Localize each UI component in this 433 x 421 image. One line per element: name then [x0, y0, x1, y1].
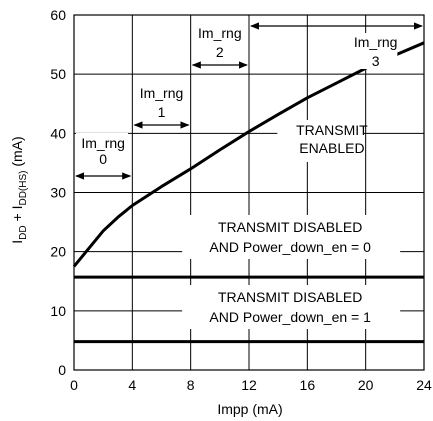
annotations: Im_rng0Im_rng1Im_rng2Im_rng3TRANSMITENAB… [75, 20, 423, 329]
annotation-background [134, 80, 189, 124]
x-tick-label: 20 [358, 377, 374, 393]
y-tick-label: 40 [50, 125, 66, 141]
x-tick-label: 12 [241, 377, 257, 393]
y-axis-label-part: + I [9, 206, 25, 226]
annotation-enabled-line1: TRANSMIT [296, 122, 368, 138]
x-tick-label: 16 [300, 377, 316, 393]
y-tick-label: 50 [50, 66, 66, 82]
x-tick-label: 24 [416, 377, 432, 393]
y-axis-label-sub: DD [18, 225, 29, 239]
annotation-disabled0-line1: TRANSMIT DISABLED [218, 219, 362, 235]
plot-frame [73, 14, 425, 371]
y-tick-label: 0 [58, 362, 66, 378]
y-tick-label: 20 [50, 244, 66, 260]
annotation-background [335, 33, 398, 69]
y-axis-label: IDD + IDD(HS) (mA) [9, 136, 29, 243]
annotation-background [182, 215, 401, 259]
annotation-rng3-label: Im_rng [354, 34, 398, 50]
y-tick-label: 60 [50, 7, 66, 23]
y-axis-label-part: I [9, 240, 25, 244]
annotation-background [182, 285, 401, 329]
annotation-rng1-number: 1 [158, 104, 166, 120]
annotation-background [192, 20, 247, 64]
x-axis-label: Impp (mA) [217, 401, 282, 417]
y-axis-label-sub: DD(HS) [18, 171, 29, 206]
annotation-rng2-number: 2 [216, 44, 224, 60]
annotation-rng1-label: Im_rng [140, 85, 184, 101]
annotation-disabled1-line2: AND Power_down_en = 1 [209, 309, 371, 325]
annotation-rng3-number: 3 [372, 53, 380, 69]
x-tick-label: 0 [70, 377, 78, 393]
annotation-disabled1-line1: TRANSMIT DISABLED [218, 289, 362, 305]
annotation-rng2-label: Im_rng [198, 25, 242, 41]
series-line-0 [72, 41, 425, 268]
y-tick-label: 10 [50, 303, 66, 319]
annotation-background [76, 133, 128, 177]
y-axis-label-part: (mA) [9, 136, 25, 170]
annotation-disabled0-line2: AND Power_down_en = 0 [209, 239, 371, 255]
data-lines [72, 41, 425, 344]
x-tick-label: 4 [128, 377, 136, 393]
annotation-rng0-label: Im_rng [81, 135, 125, 151]
x-tick-label: 8 [187, 377, 195, 393]
y-tick-label: 30 [50, 185, 66, 201]
annotation-rng0-number: 0 [99, 151, 107, 167]
annotation-background [277, 120, 364, 162]
annotation-enabled-line2: ENABLED [299, 140, 364, 156]
